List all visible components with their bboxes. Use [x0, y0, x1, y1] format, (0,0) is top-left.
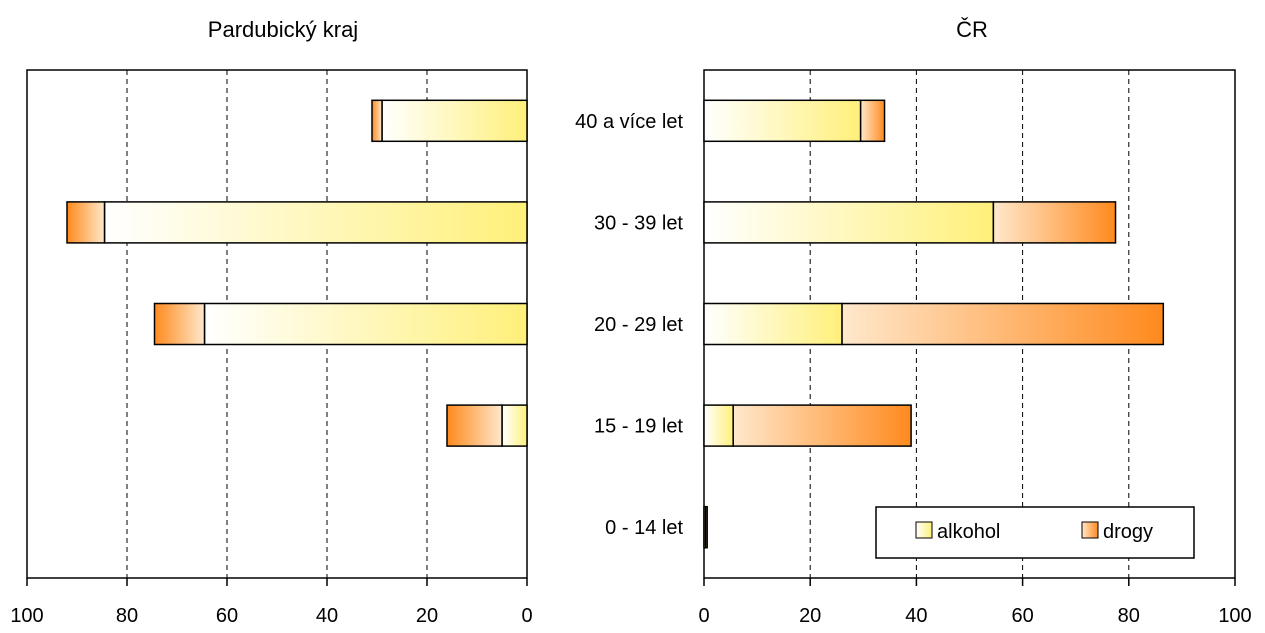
category-label-15-19-let: 15 - 19 let: [594, 416, 683, 438]
right-bar-drogy-15-19-let: [732, 404, 912, 447]
right-bar-alkohol-40-a-v-ce-let: [703, 99, 862, 143]
left-tick-label: 20: [416, 605, 438, 627]
right-bar-alkohol-15-19-let: [703, 404, 734, 447]
legend: alkohol drogy: [875, 506, 1195, 559]
right-bar-alkohol-20-29-let: [703, 302, 843, 346]
right-chart-title: ČR: [956, 17, 988, 42]
right-tick-label: 80: [1118, 605, 1140, 627]
right-bar-drogy-30-39-let: [992, 201, 1117, 244]
left-tick-label: 80: [116, 605, 138, 627]
left-chart-title: Pardubický kraj: [208, 17, 358, 42]
category-label-0-14-let: 0 - 14 let: [605, 517, 683, 539]
left-bar-drogy-20-29-let: [153, 302, 206, 346]
right-tick-label: 20: [799, 605, 821, 627]
legend-swatch-alkohol: [915, 521, 933, 539]
right-bars: [703, 99, 1165, 549]
legend-label-alkohol: alkohol: [937, 521, 1000, 543]
right-tick-label: 0: [698, 605, 709, 627]
left-bar-drogy-30-39-let: [66, 201, 106, 244]
left-bars: [66, 99, 528, 447]
left-bar-alkohol-40-a-v-ce-let: [381, 99, 528, 143]
left-bar-alkohol-30-39-let: [103, 201, 528, 244]
right-bar-alkohol-30-39-let: [703, 201, 995, 244]
right-tick-label: 60: [1011, 605, 1033, 627]
left-x-axis: 100 80 60 40 20 0: [10, 578, 533, 627]
right-bar-drogy-0-14-let: [704, 505, 708, 549]
left-tick-label: 100: [10, 605, 43, 627]
left-tick-label: 60: [216, 605, 238, 627]
right-bar-drogy-20-29-let: [841, 302, 1165, 346]
category-label-30-39-let: 30 - 39 let: [594, 212, 683, 234]
right-x-axis: 0 20 40 60 80 100: [698, 578, 1252, 627]
legend-swatch-drogy: [1081, 521, 1099, 539]
left-bar-alkohol-15-19-let: [501, 404, 528, 447]
left-tick-label: 0: [521, 605, 532, 627]
right-tick-label: 40: [905, 605, 927, 627]
left-bar-drogy-15-19-let: [446, 404, 503, 447]
category-label-20-29-let: 20 - 29 let: [594, 314, 683, 336]
legend-label-drogy: drogy: [1103, 521, 1153, 543]
left-bar-alkohol-20-29-let: [203, 302, 528, 346]
left-tick-label: 40: [316, 605, 338, 627]
left-bar-drogy-40-a-v-ce-let: [371, 99, 383, 143]
right-tick-label: 100: [1218, 605, 1251, 627]
category-labels: 40 a více let 30 - 39 let 20 - 29 let 15 - …: [575, 111, 683, 539]
right-bar-drogy-40-a-v-ce-let: [859, 99, 886, 143]
category-label-40-a-v-ce-let: 40 a více let: [575, 111, 683, 133]
